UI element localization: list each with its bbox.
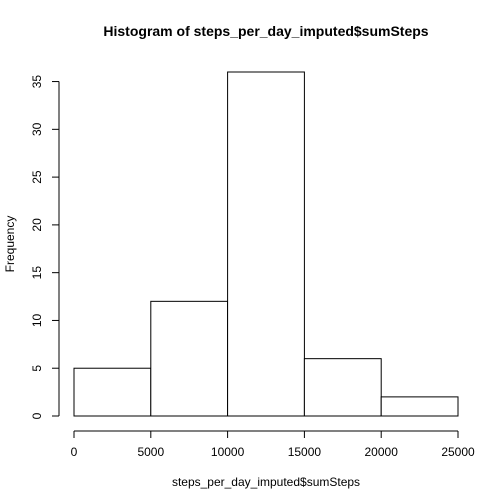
histogram-bar-4 xyxy=(380,396,459,417)
histogram-bar-0 xyxy=(73,367,152,417)
x-tick-label: 5000 xyxy=(137,445,164,459)
y-tick-label: 10 xyxy=(30,313,44,327)
chart-title: Histogram of steps_per_day_imputed$sumSt… xyxy=(103,23,428,39)
y-axis-label: Frequency xyxy=(3,216,17,273)
x-tick-label: 15000 xyxy=(288,445,322,459)
histogram-bar-1 xyxy=(150,300,229,417)
y-tick-label: 20 xyxy=(30,218,44,232)
y-axis: 0 5 10 15 20 25 30 35 xyxy=(30,75,60,419)
x-tick-label: 0 xyxy=(71,445,78,459)
y-tick-label: 35 xyxy=(30,75,44,89)
x-tick-label: 25000 xyxy=(441,445,475,459)
x-tick-label: 10000 xyxy=(211,445,245,459)
x-axis-label: steps_per_day_imputed$sumSteps xyxy=(172,475,360,489)
y-tick-label: 5 xyxy=(30,365,44,372)
y-tick-label: 30 xyxy=(30,122,44,136)
y-tick-label: 15 xyxy=(30,266,44,280)
bars-group xyxy=(73,71,459,417)
y-tick-label: 0 xyxy=(30,412,44,419)
x-axis: 0 5000 10000 15000 20000 25000 xyxy=(71,430,475,459)
y-tick-label: 25 xyxy=(30,170,44,184)
histogram-bar-2 xyxy=(227,71,305,417)
histogram-bar-3 xyxy=(303,358,382,417)
x-tick-label: 20000 xyxy=(365,445,399,459)
